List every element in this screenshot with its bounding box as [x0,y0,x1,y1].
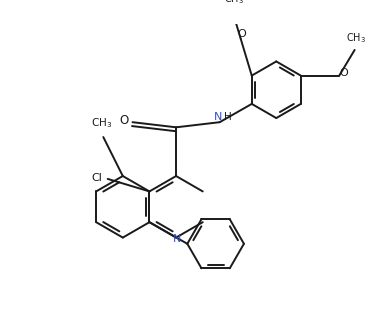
Text: Cl: Cl [91,173,102,183]
Text: H: H [224,112,232,122]
Text: N: N [214,112,222,122]
Text: CH$_3$: CH$_3$ [346,31,366,45]
Text: O: O [340,68,348,78]
Text: N: N [173,234,181,244]
Text: O: O [238,29,246,39]
Text: CH$_3$: CH$_3$ [92,116,113,130]
Text: CH$_3$: CH$_3$ [224,0,244,6]
Text: O: O [119,114,128,127]
